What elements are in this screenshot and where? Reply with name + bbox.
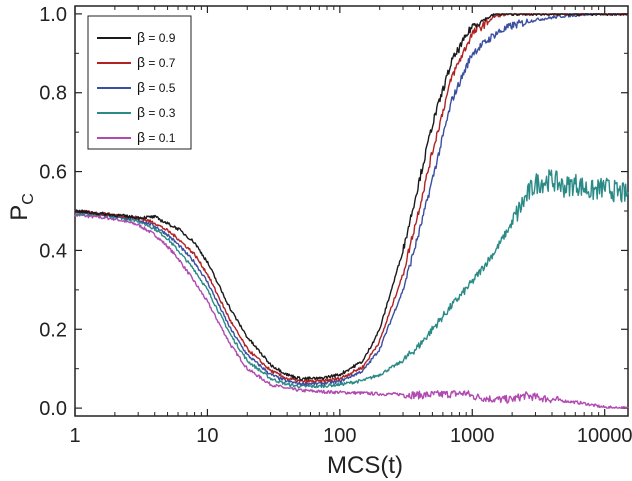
legend: β = 0.9 β = 0.7 β = 0.5 β = 0.3 β = 0.1 — [87, 15, 192, 150]
tick-labels: 1 10 100 1000 10000 0.0 0.2 0.4 0.6 0.8 1.0 — [39, 4, 632, 447]
x-tick-label: 100 — [323, 425, 356, 447]
y-tick-label: 0.6 — [39, 162, 67, 184]
y-axis-title: PC — [6, 193, 37, 221]
series-group — [74, 13, 629, 409]
legend-label: β = 0.5 — [137, 79, 176, 95]
legend-label: β = 0.7 — [137, 54, 176, 70]
y-axis-title-sub: C — [20, 193, 37, 205]
y-tick-label: 0.0 — [39, 398, 67, 420]
y-tick-label: 0.8 — [39, 83, 67, 105]
legend-label: β = 0.3 — [137, 104, 176, 120]
x-axis-title: MCS(t) — [327, 452, 403, 479]
x-tick-label: 10 — [196, 425, 218, 447]
series-line-0-1 — [74, 212, 629, 409]
series-line-0-5 — [74, 13, 629, 386]
legend-label: β = 0.9 — [137, 29, 176, 45]
y-tick-label: 0.2 — [39, 319, 67, 341]
x-tick-label: 10000 — [577, 425, 632, 447]
svg-text:PC: PC — [6, 193, 37, 221]
x-tick-label: 1 — [69, 425, 80, 447]
x-tick-label: 1000 — [450, 425, 495, 447]
y-tick-label: 0.4 — [39, 240, 67, 262]
series-line-0-9 — [74, 13, 628, 381]
legend-label: β = 0.1 — [137, 129, 176, 145]
y-axis-title-main: P — [6, 205, 33, 221]
y-tick-label: 1.0 — [39, 4, 67, 26]
series-line-0-3 — [74, 169, 629, 389]
